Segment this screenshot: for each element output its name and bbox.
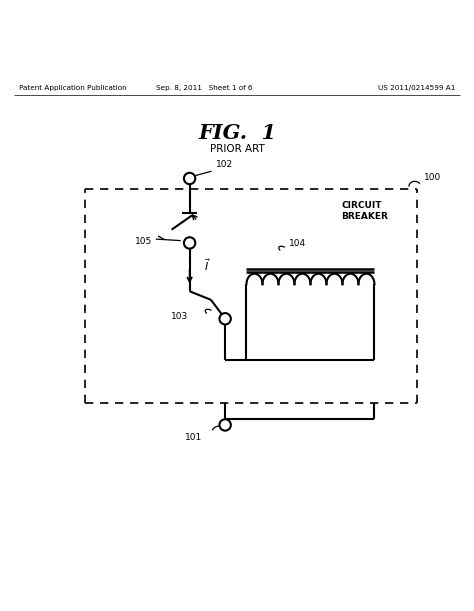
- Text: PRIOR ART: PRIOR ART: [210, 144, 264, 155]
- Text: CIRCUIT
BREAKER: CIRCUIT BREAKER: [341, 201, 388, 221]
- Text: 105: 105: [135, 238, 152, 246]
- Text: US 2011/0214599 A1: US 2011/0214599 A1: [378, 85, 455, 91]
- Circle shape: [219, 419, 231, 431]
- Text: 104: 104: [289, 239, 306, 247]
- Text: 101: 101: [185, 433, 202, 442]
- Text: Sep. 8, 2011   Sheet 1 of 6: Sep. 8, 2011 Sheet 1 of 6: [155, 85, 252, 91]
- Text: 103: 103: [171, 312, 188, 321]
- Circle shape: [184, 237, 195, 249]
- Text: Patent Application Publication: Patent Application Publication: [19, 85, 127, 91]
- Text: FIG.  1: FIG. 1: [198, 123, 276, 143]
- Circle shape: [184, 173, 195, 184]
- Circle shape: [219, 313, 231, 324]
- Text: 102: 102: [216, 160, 233, 169]
- Text: 100: 100: [424, 174, 441, 182]
- Text: $\vec{I}$: $\vec{I}$: [204, 257, 211, 273]
